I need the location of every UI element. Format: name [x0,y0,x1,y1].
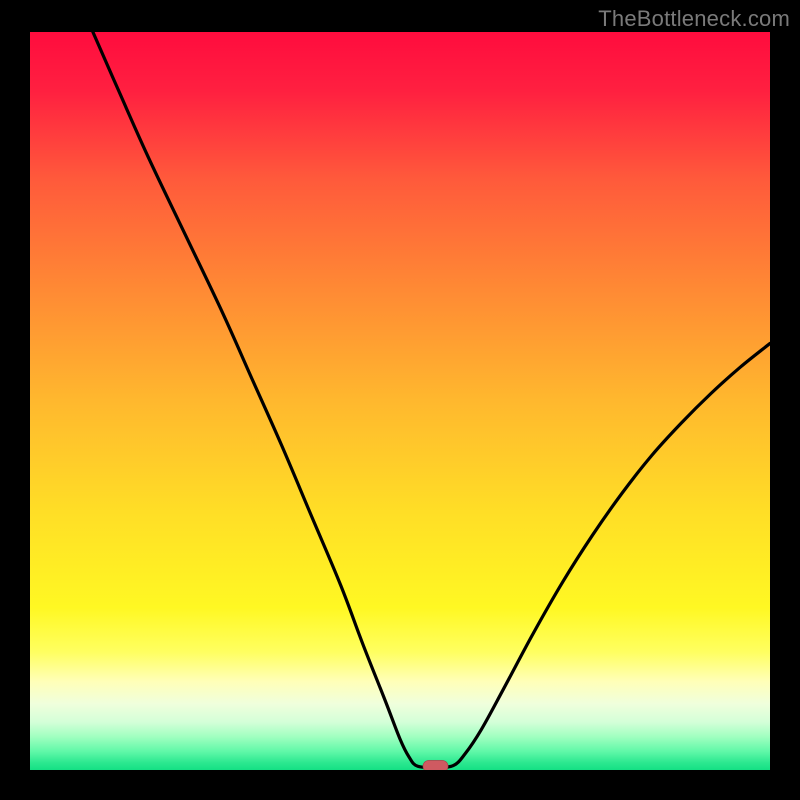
bottleneck-curve-chart [30,32,770,770]
watermark-text: TheBottleneck.com [598,6,790,32]
bottleneck-curve-line [93,32,770,767]
plot-area [30,32,770,770]
optimal-point-marker [423,760,448,770]
